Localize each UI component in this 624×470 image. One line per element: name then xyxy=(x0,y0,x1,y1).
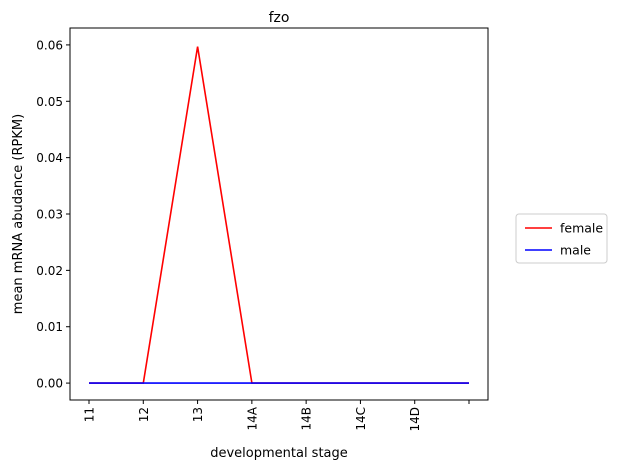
x-axis-label: developmental stage xyxy=(210,446,348,461)
y-tick-label: 0.06 xyxy=(36,38,63,52)
legend: female male xyxy=(515,213,608,264)
x-tick-label: 14C xyxy=(354,407,368,431)
legend-label-male: male xyxy=(560,243,591,258)
x-tick-label: 14D xyxy=(408,407,422,432)
legend-label-female: female xyxy=(560,221,603,236)
x-tick-label: 14A xyxy=(245,406,259,430)
y-tick-label: 0.02 xyxy=(36,264,63,278)
series-layer xyxy=(89,46,469,384)
plot-area xyxy=(69,27,489,401)
y-axis: 0.00 0.01 0.02 0.03 0.04 0.05 0.06 xyxy=(36,38,70,391)
x-tick-label: 14B xyxy=(300,407,314,431)
y-tick-label: 0.00 xyxy=(36,377,63,391)
x-tick-label: 13 xyxy=(191,407,205,422)
y-tick-label: 0.03 xyxy=(36,208,63,222)
y-tick-label: 0.04 xyxy=(36,151,63,165)
y-tick-label: 0.01 xyxy=(36,320,63,334)
x-tick-label: 11 xyxy=(83,407,97,422)
y-axis-label: mean mRNA abudance (RPKM) xyxy=(11,114,26,314)
x-tick-label: 12 xyxy=(137,407,151,422)
y-tick-label: 0.05 xyxy=(36,95,63,109)
chart-title: fzo xyxy=(269,10,290,26)
x-axis: 11 12 13 14A 14B 14C 14D xyxy=(83,400,470,432)
